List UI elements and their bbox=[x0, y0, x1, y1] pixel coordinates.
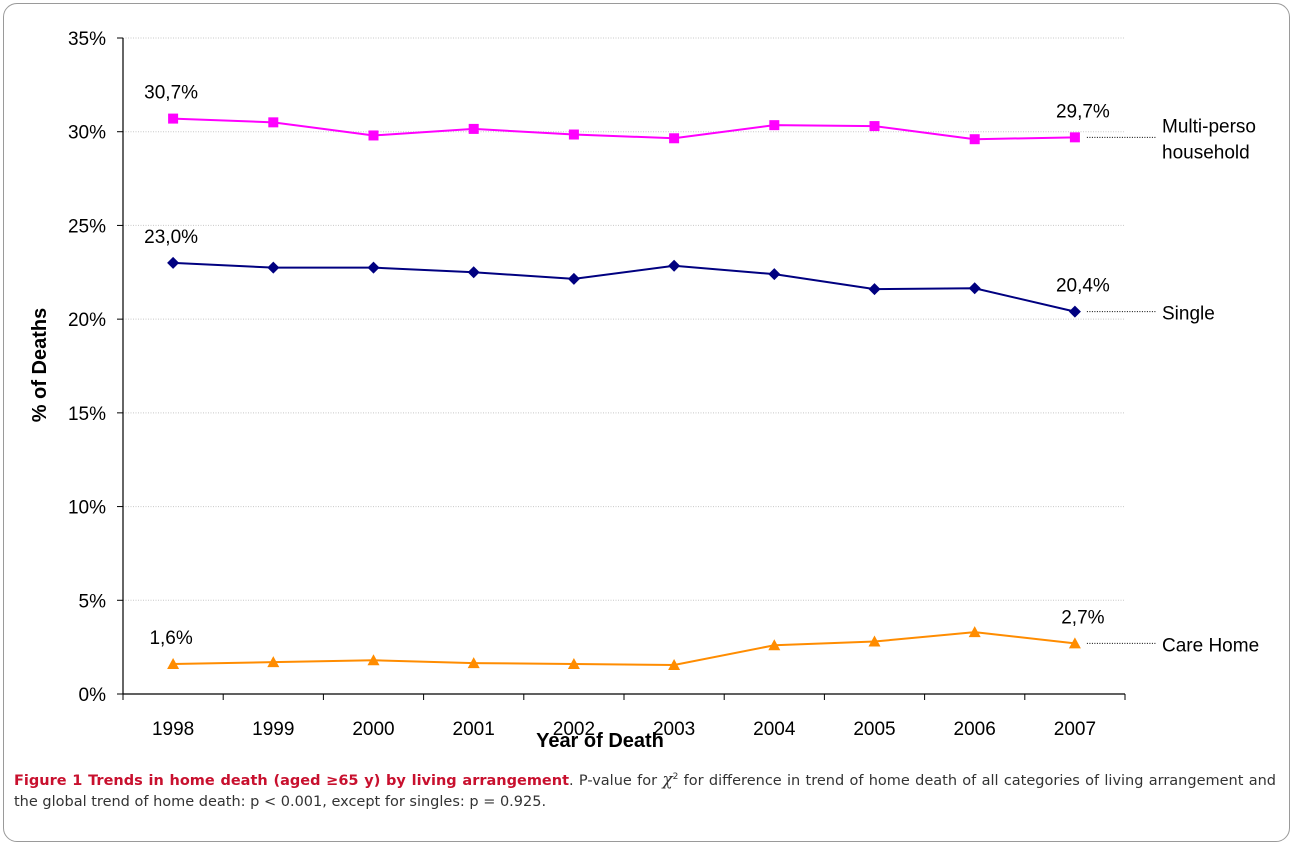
caption-text-2: for difference in trend of home death of… bbox=[14, 772, 1276, 810]
data-point-triangle bbox=[868, 635, 881, 647]
series-name-label: Care Home bbox=[1162, 635, 1259, 656]
data-point-diamond bbox=[567, 272, 580, 285]
data-point-square bbox=[468, 123, 479, 134]
data-point-square bbox=[168, 113, 179, 124]
data-point-diamond bbox=[768, 268, 781, 281]
series-name-label: Single bbox=[1162, 304, 1215, 325]
chi-symbol: χ bbox=[662, 769, 673, 790]
data-point-diamond bbox=[467, 266, 480, 279]
data-point-diamond bbox=[267, 261, 280, 274]
data-point-diamond bbox=[668, 259, 681, 272]
data-point-triangle bbox=[1068, 637, 1081, 649]
caption-text-1: . P-value for bbox=[569, 772, 663, 789]
x-tick-label: 2005 bbox=[853, 719, 895, 740]
x-tick-label: 2004 bbox=[753, 719, 796, 740]
data-point-square bbox=[368, 130, 379, 141]
data-point-triangle bbox=[768, 639, 781, 651]
x-tick-label: 2002 bbox=[553, 719, 595, 740]
data-point-square bbox=[869, 121, 880, 132]
caption-title: Figure 1 Trends in home death (aged ≥65 … bbox=[14, 772, 570, 789]
y-tick-label: 10% bbox=[68, 498, 106, 519]
data-point-diamond bbox=[868, 283, 881, 296]
data-point-square bbox=[769, 120, 780, 131]
y-tick-label: 35% bbox=[68, 29, 106, 50]
y-tick-label: 15% bbox=[68, 404, 106, 425]
data-point-square bbox=[969, 134, 980, 145]
data-point-square bbox=[1069, 132, 1080, 143]
data-point-square bbox=[669, 133, 680, 144]
series-name-label: Multi-perso bbox=[1162, 116, 1256, 137]
series-name-label: household bbox=[1162, 142, 1250, 163]
y-tick-label: 20% bbox=[68, 310, 106, 331]
x-tick-label: 2007 bbox=[1054, 719, 1096, 740]
y-tick-label: 5% bbox=[79, 591, 107, 612]
series-multi-perso-household bbox=[168, 113, 1080, 145]
start-value-label: 1,6% bbox=[149, 628, 192, 649]
start-value-label: 30,7% bbox=[144, 83, 198, 104]
x-tick-label: 2000 bbox=[352, 719, 394, 740]
label-layer: 30,7% 29,7% Multi-perso household 23,0% 20,4%… bbox=[144, 83, 1259, 657]
series-line bbox=[173, 261, 1076, 313]
data-point-diamond bbox=[367, 261, 380, 274]
data-point-triangle bbox=[668, 658, 681, 670]
x-tick-label: 1998 bbox=[152, 719, 194, 740]
series-line bbox=[173, 117, 1075, 141]
x-tick-label: 2003 bbox=[653, 719, 695, 740]
data-point-triangle bbox=[367, 654, 380, 666]
x-tick-label: 2001 bbox=[453, 719, 495, 740]
data-point-diamond bbox=[968, 282, 981, 295]
data-point-triangle bbox=[267, 656, 280, 668]
series-line bbox=[173, 631, 1076, 666]
figure-frame bbox=[3, 3, 1290, 842]
end-value-label: 2,7% bbox=[1061, 607, 1104, 628]
series-layer bbox=[167, 113, 1081, 670]
start-value-label: 23,0% bbox=[144, 227, 198, 248]
x-axis-title: Year of Death bbox=[536, 730, 664, 752]
y-tick-label: 30% bbox=[68, 123, 106, 144]
x-tick-label: 1999 bbox=[252, 719, 294, 740]
x-tick-label: 2006 bbox=[954, 719, 996, 740]
axes: 0% 5% 10% 15% 20% 25% 30% 35% 1998 1999 2000 2001 20… bbox=[68, 29, 1126, 740]
y-axis-title: % of Deaths bbox=[29, 308, 51, 422]
series-care-home bbox=[167, 626, 1081, 670]
grid-lines bbox=[123, 37, 1125, 601]
data-point-triangle bbox=[968, 626, 981, 638]
data-point-diamond bbox=[167, 256, 180, 269]
data-point-triangle bbox=[567, 658, 580, 670]
data-point-triangle bbox=[467, 657, 480, 669]
line-chart: 0% 5% 10% 15% 20% 25% 30% 35% 1998 1999 2000 2001 20… bbox=[29, 29, 1259, 752]
series-single bbox=[167, 256, 1081, 318]
data-point-square bbox=[568, 129, 579, 140]
figure-caption: Figure 1 Trends in home death (aged ≥65 … bbox=[14, 767, 1276, 813]
end-value-label: 20,4% bbox=[1056, 276, 1110, 297]
data-point-square bbox=[268, 117, 279, 128]
end-value-label: 29,7% bbox=[1056, 101, 1110, 122]
data-point-diamond bbox=[1068, 305, 1081, 318]
y-tick-label: 25% bbox=[68, 216, 106, 237]
chi-superscript: 2 bbox=[672, 772, 679, 782]
data-point-triangle bbox=[167, 658, 180, 670]
y-tick-label: 0% bbox=[79, 685, 107, 706]
